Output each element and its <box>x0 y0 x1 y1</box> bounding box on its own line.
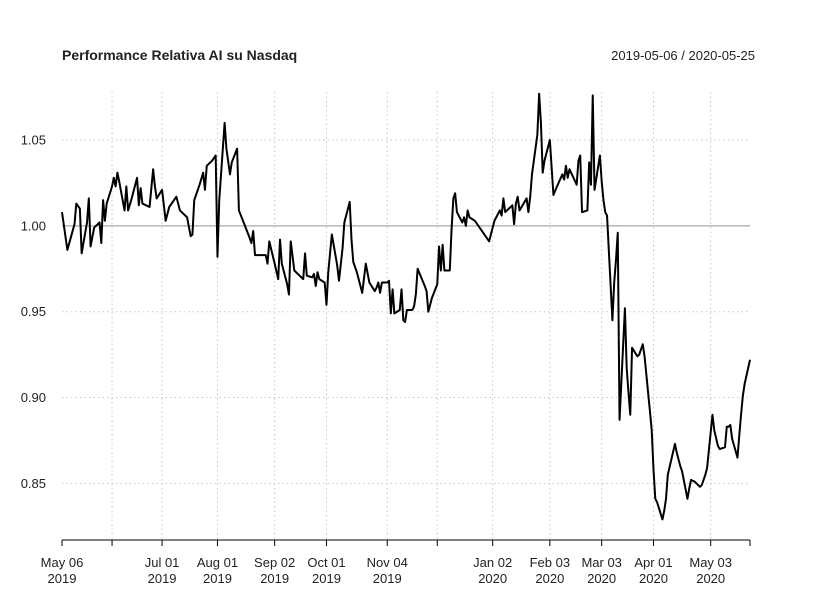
y-tick-label: 0.90 <box>21 390 46 405</box>
series-line <box>61 92 751 521</box>
y-tick-label: 1.05 <box>21 133 46 148</box>
x-tick-label: Sep 02 <box>254 555 295 570</box>
x-tick-label: 2019 <box>48 571 77 586</box>
x-tick-label: 2019 <box>373 571 402 586</box>
x-tick-label: 2019 <box>260 571 289 586</box>
date-range: 2019-05-06 / 2020-05-25 <box>611 48 755 63</box>
x-tick-label: 2020 <box>535 571 564 586</box>
x-tick-label: 2020 <box>696 571 725 586</box>
x-tick-label: 2019 <box>312 571 341 586</box>
x-tick-label: 2020 <box>639 571 668 586</box>
x-tick-label: Nov 04 <box>367 555 408 570</box>
x-tick-label: Jul 01 <box>145 555 180 570</box>
x-tick-label: Apr 01 <box>634 555 672 570</box>
chart-title: Performance Relativa AI su Nasdaq <box>62 47 297 63</box>
y-tick-label: 0.85 <box>21 476 46 491</box>
x-tick-label: Feb 03 <box>530 555 570 570</box>
x-tick-label: Mar 03 <box>581 555 621 570</box>
y-tick-label: 1.00 <box>21 218 46 233</box>
y-tick-label: 0.95 <box>21 304 46 319</box>
x-tick-label: 2020 <box>587 571 616 586</box>
x-tick-label: May 03 <box>689 555 732 570</box>
x-tick-label: Oct 01 <box>307 555 345 570</box>
x-tick-label: 2019 <box>203 571 232 586</box>
x-tick-label: 2020 <box>478 571 507 586</box>
x-tick-label: 2019 <box>148 571 177 586</box>
x-tick-label: May 06 <box>41 555 84 570</box>
x-tick-label: Jan 02 <box>473 555 512 570</box>
x-tick-label: Aug 01 <box>197 555 238 570</box>
